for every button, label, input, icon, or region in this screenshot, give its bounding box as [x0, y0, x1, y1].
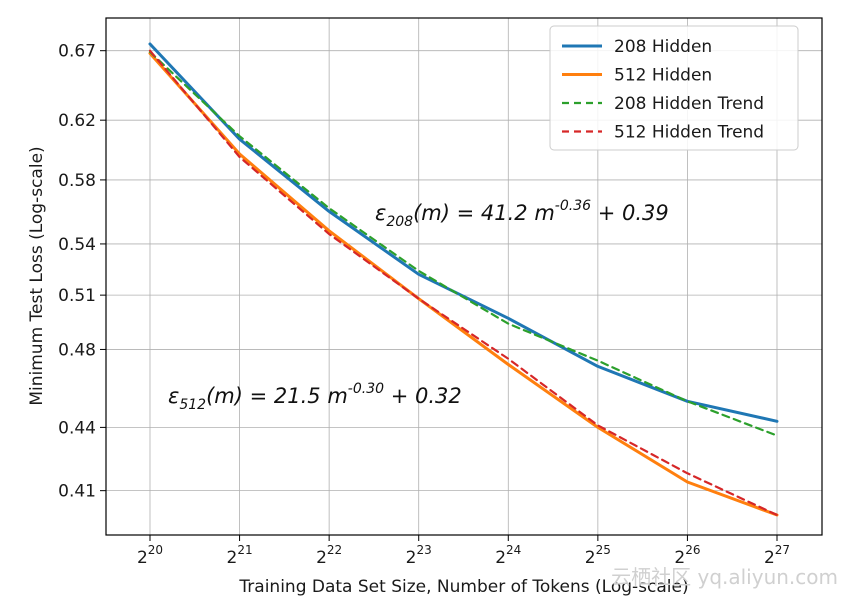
- equation-512-tail: + 0.32: [384, 384, 462, 408]
- y-tick-label: 0.54: [58, 235, 96, 255]
- ticks: 220 221 222 223 224 225 226 227 0.67 0.62 0.58 0.54…: [58, 42, 790, 568]
- series-line-512-hidden-trend: [148, 49, 779, 517]
- plot-frame: [105, 17, 823, 536]
- y-tick-label: 0.41: [58, 482, 96, 502]
- equation-512-body: (m) = 21.5 m: [206, 384, 348, 408]
- equation-208-body: (m) = 41.2 m: [413, 201, 555, 225]
- y-tick-label: 0.62: [58, 111, 96, 131]
- equation-512-symbol: ε: [168, 384, 179, 408]
- legend-label: 208 Hidden: [614, 37, 712, 57]
- x-tick-label: 221: [227, 543, 253, 568]
- watermark: 云栖社区 yq.aliyun.com: [611, 565, 838, 589]
- equation-208-exponent: -0.36: [555, 198, 591, 214]
- x-tick-label: 227: [764, 543, 790, 568]
- equation-512-subscript: 512: [179, 397, 206, 413]
- y-tick-label: 0.44: [58, 418, 96, 438]
- x-tick-label: 225: [585, 543, 611, 568]
- equation-208-symbol: ε: [375, 201, 386, 225]
- x-tick-label: 220: [137, 543, 163, 568]
- equation-512-exponent: -0.30: [348, 381, 384, 397]
- equation-208: ε208(m) = 41.2 m-0.36 + 0.39: [375, 198, 669, 230]
- y-tick-label: 0.48: [58, 340, 96, 360]
- x-tick-label: 223: [406, 543, 432, 568]
- legend: 208 Hidden 512 Hidden 208 Hidden Trend 512 …: [549, 25, 799, 151]
- x-axis-label: Training Data Set Size, Number of Tokens…: [238, 577, 688, 597]
- y-tick-label: 0.51: [58, 286, 96, 306]
- equation-208-tail: + 0.39: [591, 201, 669, 225]
- annotations: ε208(m) = 41.2 m-0.36 + 0.39 ε512(m) = 2…: [168, 198, 669, 413]
- series-line-512-hidden: [148, 51, 779, 517]
- legend-label: 512 Hidden Trend: [614, 123, 764, 143]
- y-tick-label: 0.58: [58, 171, 96, 191]
- x-tick-label: 222: [316, 543, 342, 568]
- x-tick-label: 224: [495, 543, 521, 568]
- equation-208-subscript: 208: [386, 214, 413, 230]
- x-tick-label: 226: [674, 543, 700, 568]
- legend-label: 208 Hidden Trend: [614, 94, 764, 114]
- legend-box: [549, 25, 799, 151]
- series-line-208-hidden-trend: [148, 50, 779, 437]
- equation-512: ε512(m) = 21.5 m-0.30 + 0.32: [168, 381, 462, 413]
- y-axis-label: Minimum Test Loss (Log-scale): [27, 146, 47, 405]
- y-tick-label: 0.67: [58, 42, 96, 62]
- legend-label: 512 Hidden: [614, 66, 712, 86]
- series-layer: [148, 42, 779, 517]
